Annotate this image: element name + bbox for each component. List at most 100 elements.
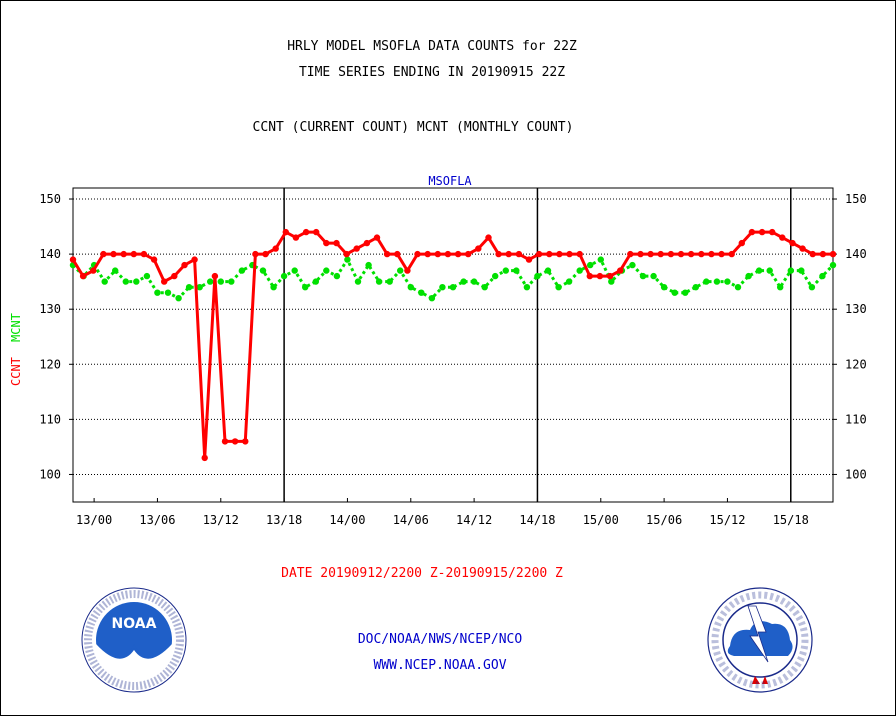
noaa-logo: NOAA — [81, 587, 187, 693]
data-point-mcnt — [280, 272, 288, 280]
data-point-ccnt — [687, 250, 695, 258]
x-tick-label: 15/00 — [583, 513, 619, 527]
data-point-mcnt — [133, 278, 140, 285]
data-point-mcnt — [703, 278, 710, 285]
data-point-mcnt — [544, 267, 552, 274]
data-point-mcnt — [418, 289, 425, 296]
data-point-mcnt — [608, 278, 615, 285]
data-point-ccnt — [515, 250, 523, 258]
y-tick-label-right: 100 — [845, 467, 867, 481]
data-point-ccnt — [150, 256, 158, 263]
date-range-label: DATE 20190912/2200 Z-20190915/2200 Z — [281, 566, 563, 581]
data-point-ccnt — [495, 250, 502, 258]
data-point-mcnt — [386, 278, 393, 285]
data-point-mcnt — [439, 284, 446, 291]
data-point-mcnt — [576, 267, 583, 274]
data-point-ccnt — [353, 245, 360, 252]
data-point-mcnt — [354, 278, 362, 285]
x-tick-label: 14/12 — [456, 513, 492, 527]
plot-frame — [72, 187, 834, 503]
data-point-mcnt — [755, 267, 763, 274]
data-point-ccnt — [221, 438, 229, 445]
data-point-mcnt — [175, 295, 182, 302]
data-point-mcnt — [829, 261, 837, 269]
y-tick-label-left: 120 — [39, 357, 61, 371]
data-point-ccnt — [434, 250, 441, 258]
data-point-ccnt — [282, 228, 289, 236]
data-point-ccnt — [829, 250, 837, 258]
data-point-mcnt — [798, 267, 805, 274]
data-point-ccnt — [140, 250, 148, 258]
data-point-mcnt — [682, 289, 689, 296]
data-point-ccnt — [343, 250, 350, 258]
data-point-ccnt — [657, 250, 664, 258]
data-point-mcnt — [587, 261, 594, 269]
data-point-mcnt — [207, 278, 214, 285]
data-point-ccnt — [819, 250, 827, 258]
data-point-ccnt — [171, 272, 178, 280]
data-point-mcnt — [238, 267, 246, 274]
chart-title-line1: HRLY MODEL MSOFLA DATA COUNTS for 22Z — [287, 39, 577, 54]
y-axis-label-mcnt: MCNT — [9, 313, 23, 342]
data-point-mcnt — [344, 256, 351, 263]
data-point-ccnt — [758, 228, 766, 236]
data-point-ccnt — [191, 256, 198, 263]
data-point-mcnt — [481, 284, 488, 291]
data-point-ccnt — [596, 272, 604, 280]
data-point-ccnt — [677, 250, 685, 258]
data-point-mcnt — [629, 261, 636, 269]
data-point-ccnt — [211, 272, 219, 280]
y-tick-label-left: 100 — [39, 467, 61, 481]
data-point-ccnt — [647, 250, 654, 258]
data-point-mcnt — [323, 267, 330, 274]
data-point-mcnt — [333, 272, 341, 280]
x-tick-label: 14/18 — [519, 513, 555, 527]
y-tick-label-right: 140 — [845, 247, 867, 261]
y-tick-label-right: 130 — [845, 302, 867, 316]
data-point-ccnt — [789, 239, 796, 247]
data-point-ccnt — [637, 250, 644, 258]
x-tick-label: 13/06 — [139, 513, 175, 527]
data-point-mcnt — [217, 278, 224, 285]
data-point-mcnt — [766, 267, 773, 274]
data-point-ccnt — [779, 234, 786, 241]
data-point-ccnt — [363, 239, 371, 247]
data-point-mcnt — [523, 284, 531, 291]
x-tick-label: 13/00 — [76, 513, 112, 527]
data-point-ccnt — [444, 250, 452, 258]
website-link[interactable]: WWW.NCEP.NOAA.GOV — [373, 658, 507, 673]
y-tick-label-right: 110 — [845, 412, 867, 426]
x-tick-label: 13/12 — [203, 513, 239, 527]
series-layer — [69, 228, 837, 462]
data-point-ccnt — [69, 256, 77, 263]
data-point-mcnt — [154, 289, 161, 296]
data-point-mcnt — [375, 278, 383, 285]
data-point-ccnt — [373, 234, 381, 241]
data-point-ccnt — [90, 267, 97, 274]
data-point-ccnt — [79, 272, 87, 280]
data-point-ccnt — [708, 250, 715, 258]
data-point-ccnt — [181, 261, 188, 269]
x-tick-label: 14/06 — [393, 513, 429, 527]
data-point-ccnt — [252, 250, 259, 258]
grid-layer — [73, 188, 833, 502]
data-point-mcnt — [143, 272, 151, 280]
x-tick-label: 14/00 — [329, 513, 365, 527]
data-point-ccnt — [546, 250, 553, 258]
data-point-ccnt — [576, 250, 583, 258]
data-point-mcnt — [270, 284, 277, 291]
data-point-ccnt — [231, 438, 239, 445]
data-point-ccnt — [292, 234, 300, 241]
data-point-ccnt — [617, 267, 624, 274]
data-point-mcnt — [502, 267, 509, 274]
data-point-ccnt — [748, 228, 756, 236]
data-point-mcnt — [639, 272, 647, 280]
y-tick-label-right: 120 — [845, 357, 867, 371]
data-point-mcnt — [196, 284, 203, 291]
data-point-ccnt — [465, 250, 472, 258]
data-point-mcnt — [513, 267, 520, 274]
data-point-ccnt — [667, 250, 675, 258]
data-point-ccnt — [110, 250, 117, 258]
data-point-ccnt — [333, 239, 340, 247]
